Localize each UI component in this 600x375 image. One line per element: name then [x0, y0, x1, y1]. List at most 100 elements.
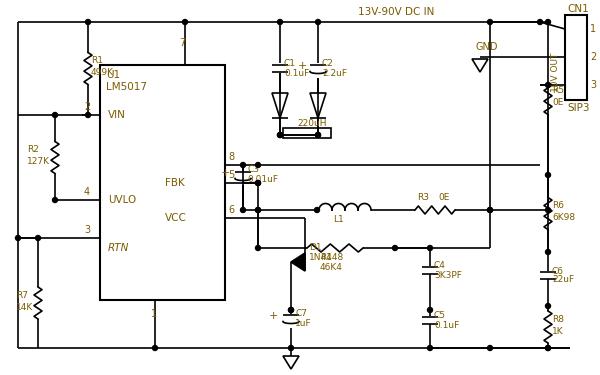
Circle shape [256, 162, 260, 168]
Text: 0E: 0E [552, 98, 563, 107]
Text: 3K3PF: 3K3PF [434, 272, 462, 280]
Text: +: + [298, 61, 307, 71]
Text: UVLO: UVLO [108, 195, 136, 205]
Text: C1: C1 [284, 58, 296, 68]
Text: 2: 2 [590, 52, 596, 62]
Text: +: + [269, 311, 278, 321]
Circle shape [86, 112, 91, 117]
Circle shape [35, 236, 41, 240]
Text: 8: 8 [228, 152, 234, 162]
Text: 2: 2 [84, 102, 90, 112]
Text: R1: R1 [91, 56, 103, 65]
Circle shape [487, 207, 493, 213]
Circle shape [256, 246, 260, 250]
Text: LM5017: LM5017 [106, 82, 147, 92]
Text: 6K98: 6K98 [552, 213, 575, 222]
Text: 6: 6 [228, 205, 234, 215]
Circle shape [256, 180, 260, 186]
Circle shape [182, 20, 187, 24]
Text: 1uF: 1uF [295, 318, 311, 327]
Text: R7: R7 [16, 291, 28, 300]
Text: 1K: 1K [552, 327, 563, 336]
Text: C5: C5 [434, 312, 446, 321]
Text: 14K: 14K [16, 303, 33, 312]
Circle shape [241, 162, 245, 168]
Circle shape [289, 308, 293, 312]
Circle shape [256, 207, 260, 213]
Circle shape [545, 249, 551, 255]
Text: 5: 5 [228, 170, 234, 180]
Text: D1: D1 [309, 243, 322, 252]
Text: 1: 1 [151, 309, 157, 319]
Text: 0.1uF: 0.1uF [434, 321, 459, 330]
Polygon shape [291, 253, 305, 271]
Circle shape [392, 246, 398, 250]
Circle shape [289, 345, 293, 351]
Circle shape [545, 345, 551, 351]
Circle shape [277, 132, 283, 138]
Circle shape [487, 345, 493, 351]
Text: C6: C6 [552, 267, 564, 276]
Text: 3: 3 [590, 80, 596, 90]
Text: R6: R6 [552, 201, 564, 210]
Text: R8: R8 [552, 315, 564, 324]
Circle shape [316, 132, 320, 138]
Circle shape [545, 82, 551, 87]
Circle shape [545, 345, 551, 351]
Text: 1: 1 [590, 24, 596, 34]
Circle shape [538, 20, 542, 24]
Circle shape [277, 132, 283, 138]
Text: +: + [221, 168, 230, 178]
Text: CN1: CN1 [567, 4, 589, 14]
Text: L1: L1 [333, 216, 344, 225]
Text: 10V OUT: 10V OUT [551, 53, 560, 92]
Text: VIN: VIN [108, 110, 126, 120]
Text: 0.01uF: 0.01uF [247, 176, 278, 184]
Circle shape [16, 236, 20, 240]
Text: 127K: 127K [27, 157, 50, 166]
Circle shape [545, 172, 551, 177]
Text: 0E: 0E [438, 194, 449, 202]
Text: C3: C3 [247, 165, 259, 174]
Text: 7: 7 [179, 38, 185, 48]
Circle shape [277, 20, 283, 24]
Text: FBK: FBK [165, 178, 185, 188]
Text: 46K4: 46K4 [320, 264, 343, 273]
Bar [100, 65, 225, 300]
Text: VCC: VCC [165, 213, 187, 223]
Circle shape [53, 198, 58, 202]
Circle shape [316, 132, 320, 138]
Text: 13V-90V DC IN: 13V-90V DC IN [358, 7, 434, 17]
Circle shape [53, 112, 58, 117]
Text: 22uF: 22uF [552, 276, 574, 285]
Text: U1: U1 [106, 70, 120, 80]
Text: 3: 3 [84, 225, 90, 235]
Circle shape [545, 303, 551, 309]
Circle shape [289, 308, 293, 312]
Circle shape [314, 207, 320, 213]
Circle shape [427, 246, 433, 250]
Circle shape [241, 207, 245, 213]
Text: R3: R3 [417, 194, 429, 202]
Text: GND: GND [476, 42, 499, 52]
Circle shape [86, 20, 91, 24]
Circle shape [316, 20, 320, 24]
Text: 1N4148: 1N4148 [309, 252, 344, 261]
Bar [283, 128, 331, 138]
Circle shape [427, 345, 433, 351]
Circle shape [256, 207, 260, 213]
Bar [565, 15, 587, 100]
Circle shape [487, 207, 493, 213]
Circle shape [487, 20, 493, 24]
Circle shape [256, 180, 260, 186]
Circle shape [152, 345, 157, 351]
Circle shape [545, 207, 551, 213]
Text: 499K: 499K [91, 68, 114, 77]
Text: C7: C7 [295, 309, 307, 318]
Circle shape [545, 20, 551, 24]
Text: 0.1uF: 0.1uF [284, 69, 309, 78]
Text: R5: R5 [552, 86, 564, 95]
Text: RTN: RTN [108, 243, 130, 253]
Text: R2: R2 [27, 145, 39, 154]
Text: 220uH: 220uH [297, 118, 326, 128]
